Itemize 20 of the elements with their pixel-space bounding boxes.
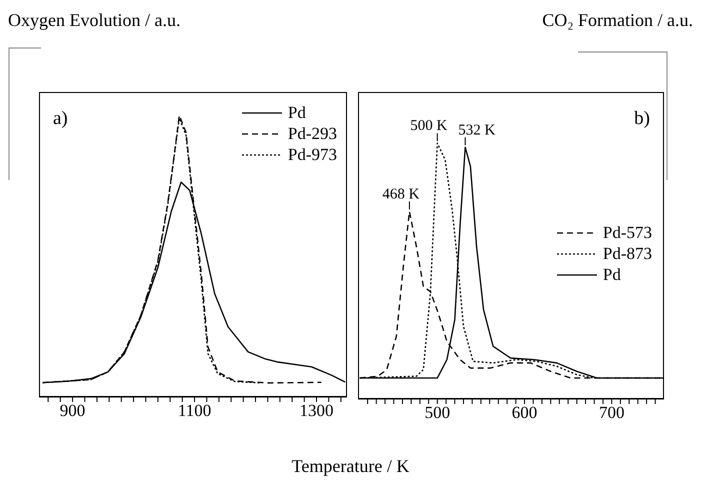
x-axis-title: Temperature / K <box>290 456 410 477</box>
x-tick-label: 1100 <box>178 401 212 420</box>
legend-label: Pd-293 <box>288 123 337 144</box>
x-tick-label: 500 <box>424 403 450 422</box>
legend-label: Pd-573 <box>602 222 652 243</box>
text: b) <box>634 108 650 129</box>
annotation: 468 K <box>382 186 420 202</box>
x-tick-label: 700 <box>598 403 624 422</box>
legend-label: Pd-873 <box>602 243 652 264</box>
annotation: a) <box>53 108 68 129</box>
legend-label: Pd <box>288 102 306 123</box>
x-tick-label: 900 <box>60 401 86 420</box>
annotation: 500 K <box>410 118 448 134</box>
annotation: 532 K <box>458 122 496 138</box>
legend-label: Pd <box>602 264 621 285</box>
legend-label: Pd-973 <box>288 144 337 165</box>
y-axis-title: Oxygen Evolution / a.u. <box>8 10 180 31</box>
x-tick-label: 600 <box>512 403 538 422</box>
y-axis-title: CO₂ Formation / a.u. <box>542 10 693 31</box>
x-tick-label: 1300 <box>300 401 334 420</box>
